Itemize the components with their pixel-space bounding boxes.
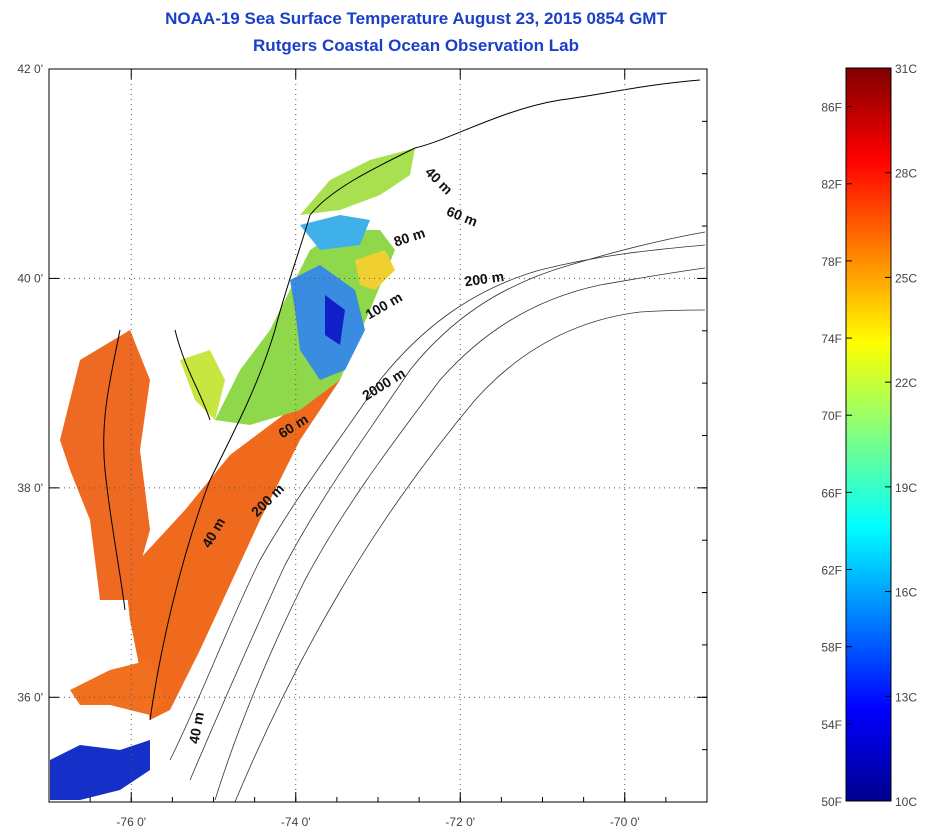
isobath-200m <box>214 267 706 801</box>
lon-tick-label: -76 0' <box>116 815 146 829</box>
cb-label-fahrenheit: 82F <box>821 178 842 192</box>
sst-cold-pamlico <box>50 740 150 800</box>
cb-label-celsius: 22C <box>895 376 917 390</box>
colorbar <box>845 67 892 802</box>
sst-delaware-region <box>180 350 225 420</box>
lat-tick-label: 40 0' <box>17 271 43 285</box>
lat-tick-label: 38 0' <box>17 481 43 495</box>
delaware-shore <box>174 329 211 421</box>
cb-label-celsius: 25C <box>895 271 917 285</box>
cb-label-fahrenheit: 74F <box>821 332 842 346</box>
coastline <box>103 79 701 721</box>
isobaths <box>169 231 706 802</box>
sst-warm-region <box>125 380 340 720</box>
cb-label-celsius: 16C <box>895 586 917 600</box>
cb-label-fahrenheit: 58F <box>821 641 842 655</box>
cb-label-celsius: 10C <box>895 795 917 809</box>
sst-sound-region <box>70 660 165 715</box>
cb-label-fahrenheit: 62F <box>821 564 842 578</box>
lat-tick-label: 36 0' <box>17 690 43 704</box>
coastline-path <box>149 79 701 721</box>
isobath-60m <box>189 231 706 781</box>
cb-label-fahrenheit: 70F <box>821 409 842 423</box>
sst-swath <box>50 148 415 800</box>
isobath-40m <box>169 244 706 761</box>
lon-tick-label: -72 0' <box>445 815 475 829</box>
map-subtitle: Rutgers Coastal Ocean Observation Lab <box>253 36 579 55</box>
depth-label: 200 m <box>463 268 505 289</box>
bay-west-shore <box>103 329 126 611</box>
cb-label-celsius: 31C <box>895 62 917 76</box>
cb-label-fahrenheit: 50F <box>821 795 842 809</box>
sst-cool-region-2 <box>300 215 370 250</box>
depth-label: 40 m <box>422 164 456 198</box>
lon-tick-label: -74 0' <box>281 815 311 829</box>
map-grid <box>49 68 707 802</box>
cb-label-fahrenheit: 86F <box>821 101 842 115</box>
colorbar-labels: 31C 28C 25C 22C 19C 16C 13C 10C 86F 82F 78F 74F 70F 6… <box>821 62 917 809</box>
cb-label-fahrenheit: 66F <box>821 486 842 500</box>
depth-label: 40 m <box>186 711 207 745</box>
sst-lis-region <box>300 148 415 215</box>
map-axes: -76 0' -74 0' -72 0' -70 0' 36 0' 38 0' 40 0' 4… <box>17 62 708 829</box>
cb-label-fahrenheit: 78F <box>821 255 842 269</box>
map-title: NOAA-19 Sea Surface Temperature August 2… <box>165 9 667 28</box>
isobath-2000m <box>234 309 706 802</box>
depth-label: 60 m <box>444 203 480 230</box>
cb-label-celsius: 28C <box>895 167 917 181</box>
sst-warm-band <box>355 250 395 290</box>
depth-label: 80 m <box>392 224 427 249</box>
cb-label-celsius: 19C <box>895 481 917 495</box>
sst-cold-patch <box>325 295 345 345</box>
cb-label-celsius: 13C <box>895 690 917 704</box>
cb-label-fahrenheit: 54F <box>821 718 842 732</box>
lat-tick-label: 42 0' <box>17 62 43 76</box>
lon-tick-label: -70 0' <box>610 815 640 829</box>
